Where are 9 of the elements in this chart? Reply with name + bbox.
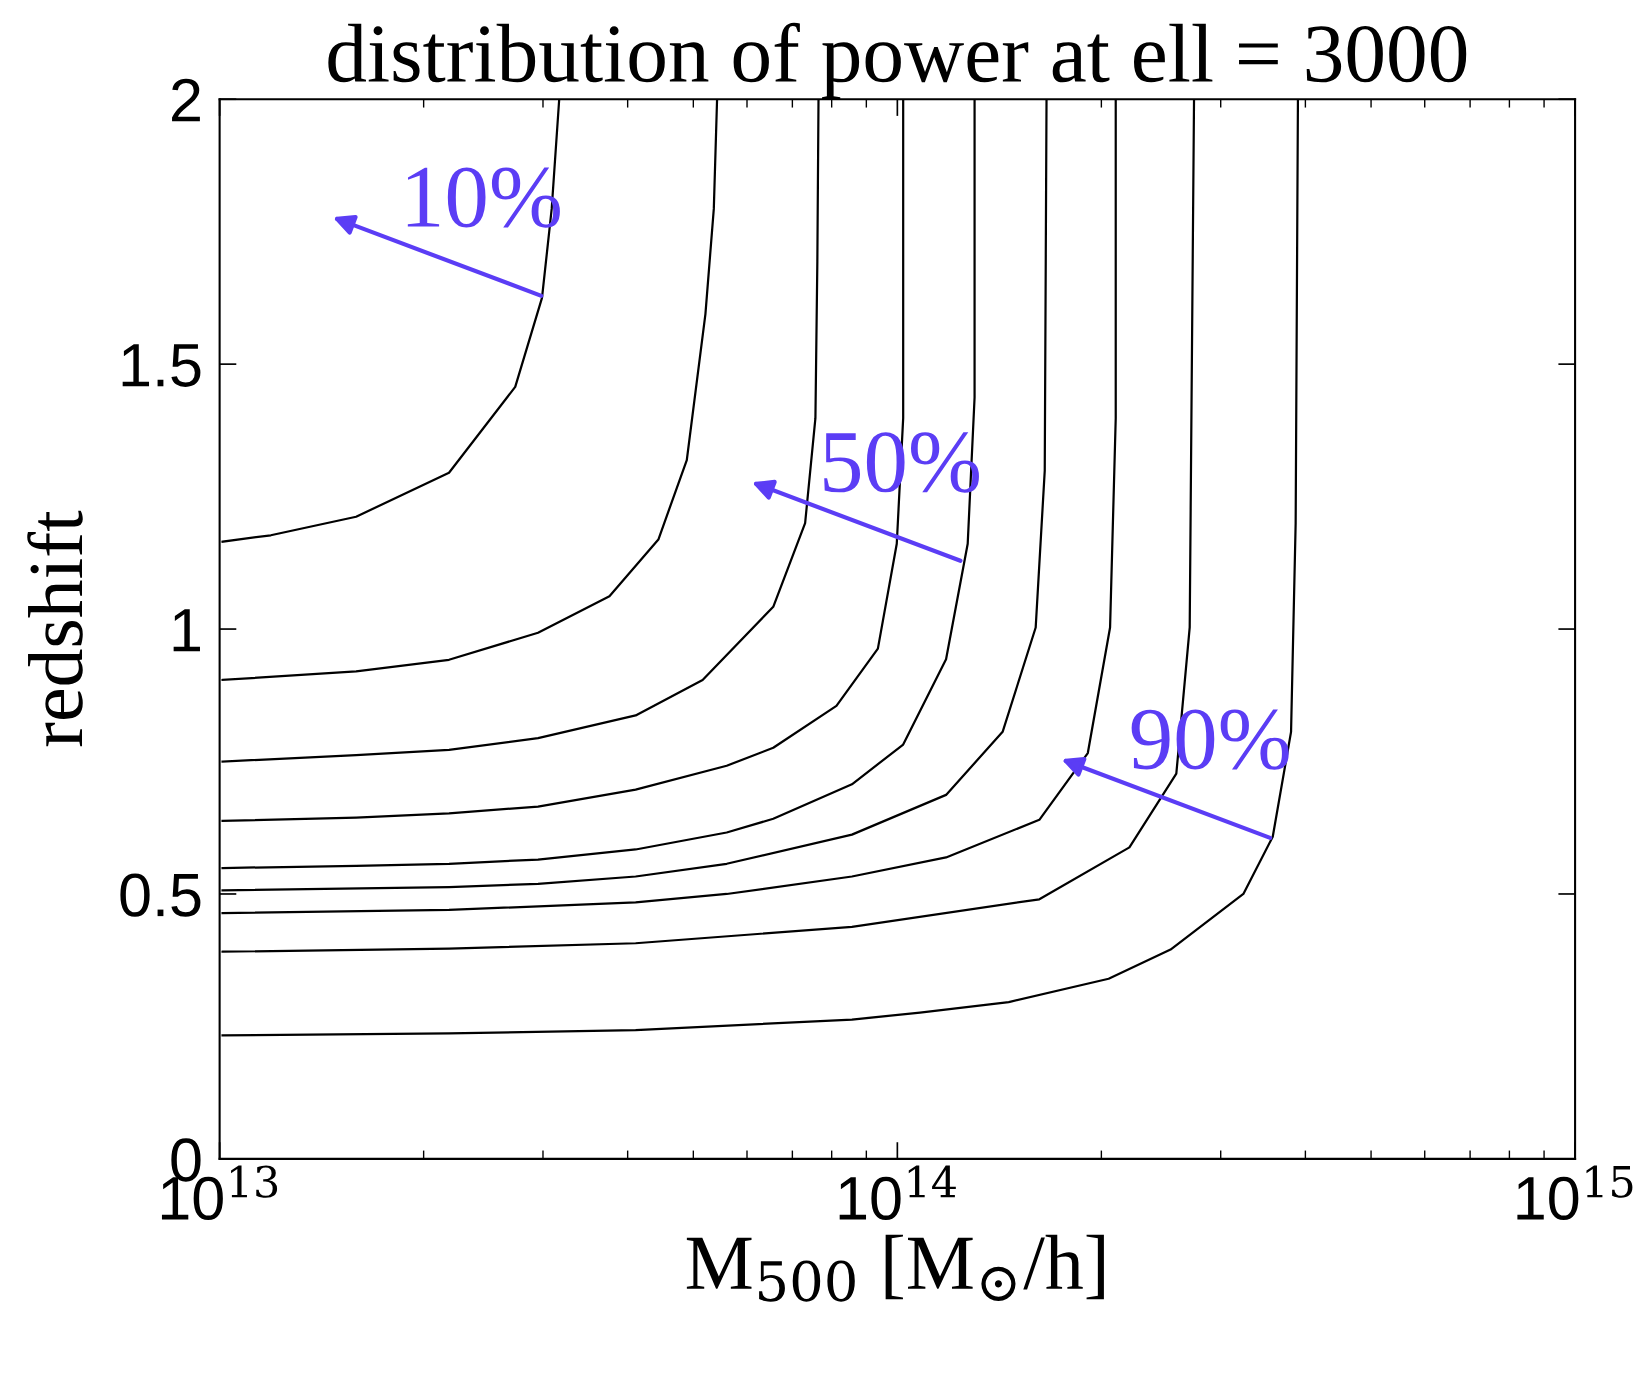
x-axis-title: M$_{500}$ [M$_{⊙}$/h] (686, 1234, 1104, 1302)
y-axis-title: redshift (27, 510, 83, 747)
chart-title: distribution of power at ell = 3000 (328, 22, 1467, 100)
y-tick-label: 0.5 (120, 873, 201, 917)
x-tick-label: 10$^{15}$ (1517, 1165, 1633, 1221)
y-tick-label: 1 (173, 609, 200, 652)
y-tick-label: 2 (172, 78, 200, 122)
y-tick-label: 1.5 (122, 344, 201, 387)
x-tick-label: 10$^{14}$ (839, 1165, 956, 1221)
